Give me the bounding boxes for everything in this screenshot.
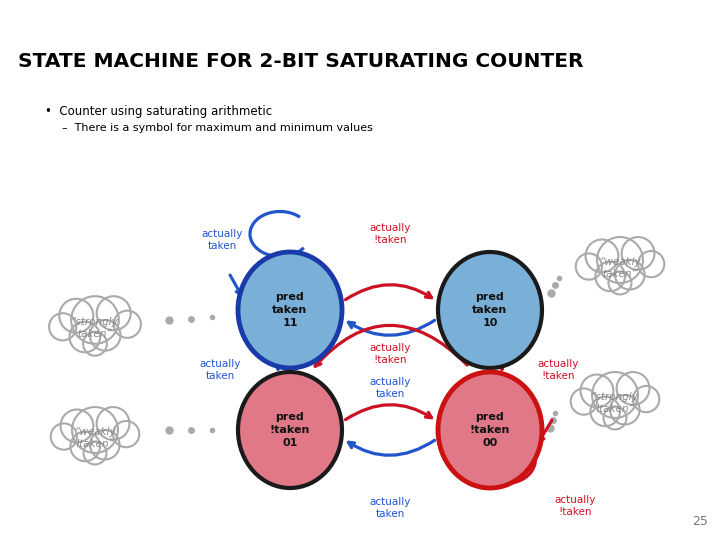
Text: actually
!taken: actually !taken xyxy=(554,495,595,517)
Text: 25: 25 xyxy=(692,515,708,528)
Text: actually
taken: actually taken xyxy=(369,497,410,519)
Ellipse shape xyxy=(238,252,342,368)
Text: actually
!taken: actually !taken xyxy=(369,223,410,245)
Text: actually
!taken: actually !taken xyxy=(537,359,579,381)
Text: actually
!taken: actually !taken xyxy=(369,343,410,365)
Text: –  There is a symbol for maximum and minimum values: – There is a symbol for maximum and mini… xyxy=(62,123,373,133)
Ellipse shape xyxy=(438,252,542,368)
Text: “weakly
!taken”: “weakly !taken” xyxy=(74,427,116,449)
Text: pred
!taken
01: pred !taken 01 xyxy=(270,412,310,448)
Text: actually
taken: actually taken xyxy=(199,359,240,381)
Text: pred
taken
10: pred taken 10 xyxy=(472,292,508,328)
Ellipse shape xyxy=(438,372,542,488)
Text: pred
!taken
00: pred !taken 00 xyxy=(470,412,510,448)
Text: “weakly
taken”: “weakly taken” xyxy=(599,257,641,279)
Text: STATE MACHINE FOR 2-BIT SATURATING COUNTER: STATE MACHINE FOR 2-BIT SATURATING COUNT… xyxy=(18,52,583,71)
Text: actually
taken: actually taken xyxy=(202,229,243,251)
Text: actually
taken: actually taken xyxy=(369,377,410,399)
Text: •  Counter using saturating arithmetic: • Counter using saturating arithmetic xyxy=(45,105,272,118)
Text: “strongly
taken”: “strongly taken” xyxy=(71,317,119,339)
Text: pred
taken
11: pred taken 11 xyxy=(272,292,307,328)
Text: “strongly
!taken”: “strongly !taken” xyxy=(591,392,639,414)
Ellipse shape xyxy=(238,372,342,488)
